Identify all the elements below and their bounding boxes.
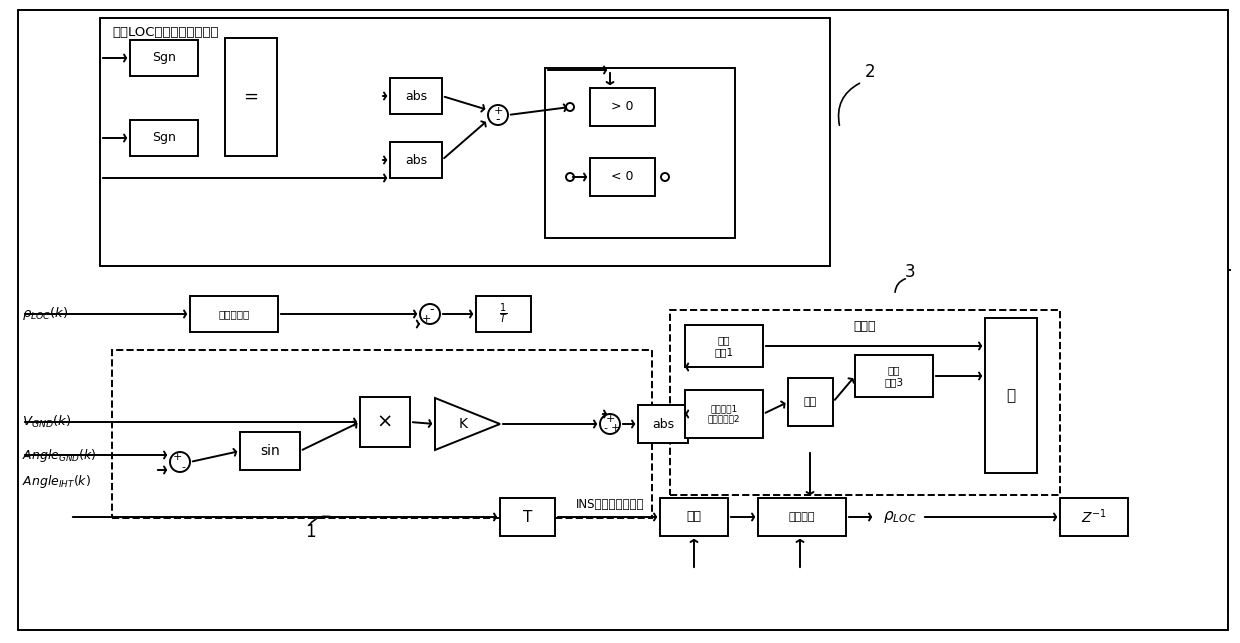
Text: $Z^{-1}$: $Z^{-1}$ [1081, 508, 1107, 527]
Text: abs: abs [405, 154, 427, 167]
Text: 或: 或 [1007, 388, 1016, 403]
Text: +: + [610, 423, 620, 433]
Bar [758, 498, 846, 536]
Bar [476, 296, 531, 332]
Bar [660, 498, 728, 536]
Text: $\rho_{LOC}$: $\rho_{LOC}$ [883, 509, 916, 525]
Text: T: T [523, 509, 532, 525]
Text: Sgn: Sgn [153, 132, 176, 145]
Text: $\rho_{LOC}(k)$: $\rho_{LOC}(k)$ [22, 305, 68, 323]
Text: -: - [181, 462, 185, 472]
Text: > 0: > 0 [611, 100, 634, 114]
Text: 输出选择: 输出选择 [789, 512, 815, 522]
Bar [590, 158, 655, 196]
Text: abs: abs [652, 417, 675, 431]
Text: 3: 3 [905, 263, 915, 281]
Text: -: - [430, 303, 434, 316]
Text: $V_{GND}(k)$: $V_{GND}(k)$ [22, 414, 72, 430]
Bar [241, 432, 300, 470]
Text: -: - [603, 423, 608, 433]
Text: 大于
阈值1: 大于 阈值1 [714, 335, 734, 357]
Text: Sgn: Sgn [153, 51, 176, 64]
Bar [684, 390, 763, 438]
Text: 小于阈值1
且大于阈值2: 小于阈值1 且大于阈值2 [708, 404, 740, 424]
Text: $Angle_{IHT}(k)$: $Angle_{IHT}(k)$ [22, 473, 91, 491]
Text: 修正: 修正 [687, 511, 702, 523]
Bar [684, 325, 763, 367]
Bar [130, 120, 198, 156]
Bar [112, 350, 652, 518]
Text: 实际LOC偏差变化趋势判断: 实际LOC偏差变化趋势判断 [112, 26, 218, 39]
Bar [856, 355, 932, 397]
Bar [985, 318, 1037, 473]
Text: $Angle_{GND}(k)$: $Angle_{GND}(k)$ [22, 446, 97, 464]
Bar [500, 498, 556, 536]
Bar [224, 38, 277, 156]
Text: 1: 1 [305, 523, 315, 541]
Text: abs: abs [405, 89, 427, 102]
Text: 大于
阈值3: 大于 阈值3 [884, 365, 904, 387]
Polygon shape [435, 398, 500, 450]
Bar [670, 310, 1060, 495]
Bar [391, 142, 441, 178]
Text: =: = [243, 88, 258, 106]
Text: +: + [605, 414, 615, 424]
Bar [130, 40, 198, 76]
Text: sin: sin [260, 444, 280, 458]
Text: +: + [172, 452, 182, 462]
Bar [639, 405, 688, 443]
Text: 2: 2 [864, 63, 875, 81]
Text: INS偏差变化率计算: INS偏差变化率计算 [575, 498, 644, 511]
Bar [546, 68, 735, 238]
Text: +: + [494, 106, 502, 116]
Text: $\frac{1}{T}$: $\frac{1}{T}$ [500, 302, 508, 326]
Text: 比较器: 比较器 [854, 320, 877, 332]
Text: < 0: < 0 [611, 170, 634, 183]
Text: K: K [459, 417, 467, 431]
Bar [787, 378, 833, 426]
Text: +: + [422, 314, 430, 324]
Bar [391, 78, 441, 114]
Text: ×: × [377, 413, 393, 431]
Bar [360, 397, 410, 447]
Bar [100, 18, 830, 266]
Text: 计数: 计数 [804, 397, 817, 407]
Bar [1060, 498, 1128, 536]
Bar [590, 88, 655, 126]
Text: 低通滤波器: 低通滤波器 [218, 309, 249, 319]
Bar [190, 296, 278, 332]
Text: -: - [496, 114, 500, 127]
